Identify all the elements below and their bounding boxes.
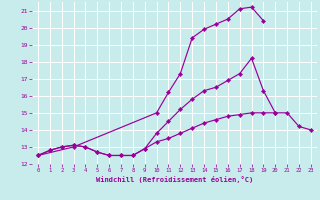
X-axis label: Windchill (Refroidissement éolien,°C): Windchill (Refroidissement éolien,°C) bbox=[96, 176, 253, 183]
